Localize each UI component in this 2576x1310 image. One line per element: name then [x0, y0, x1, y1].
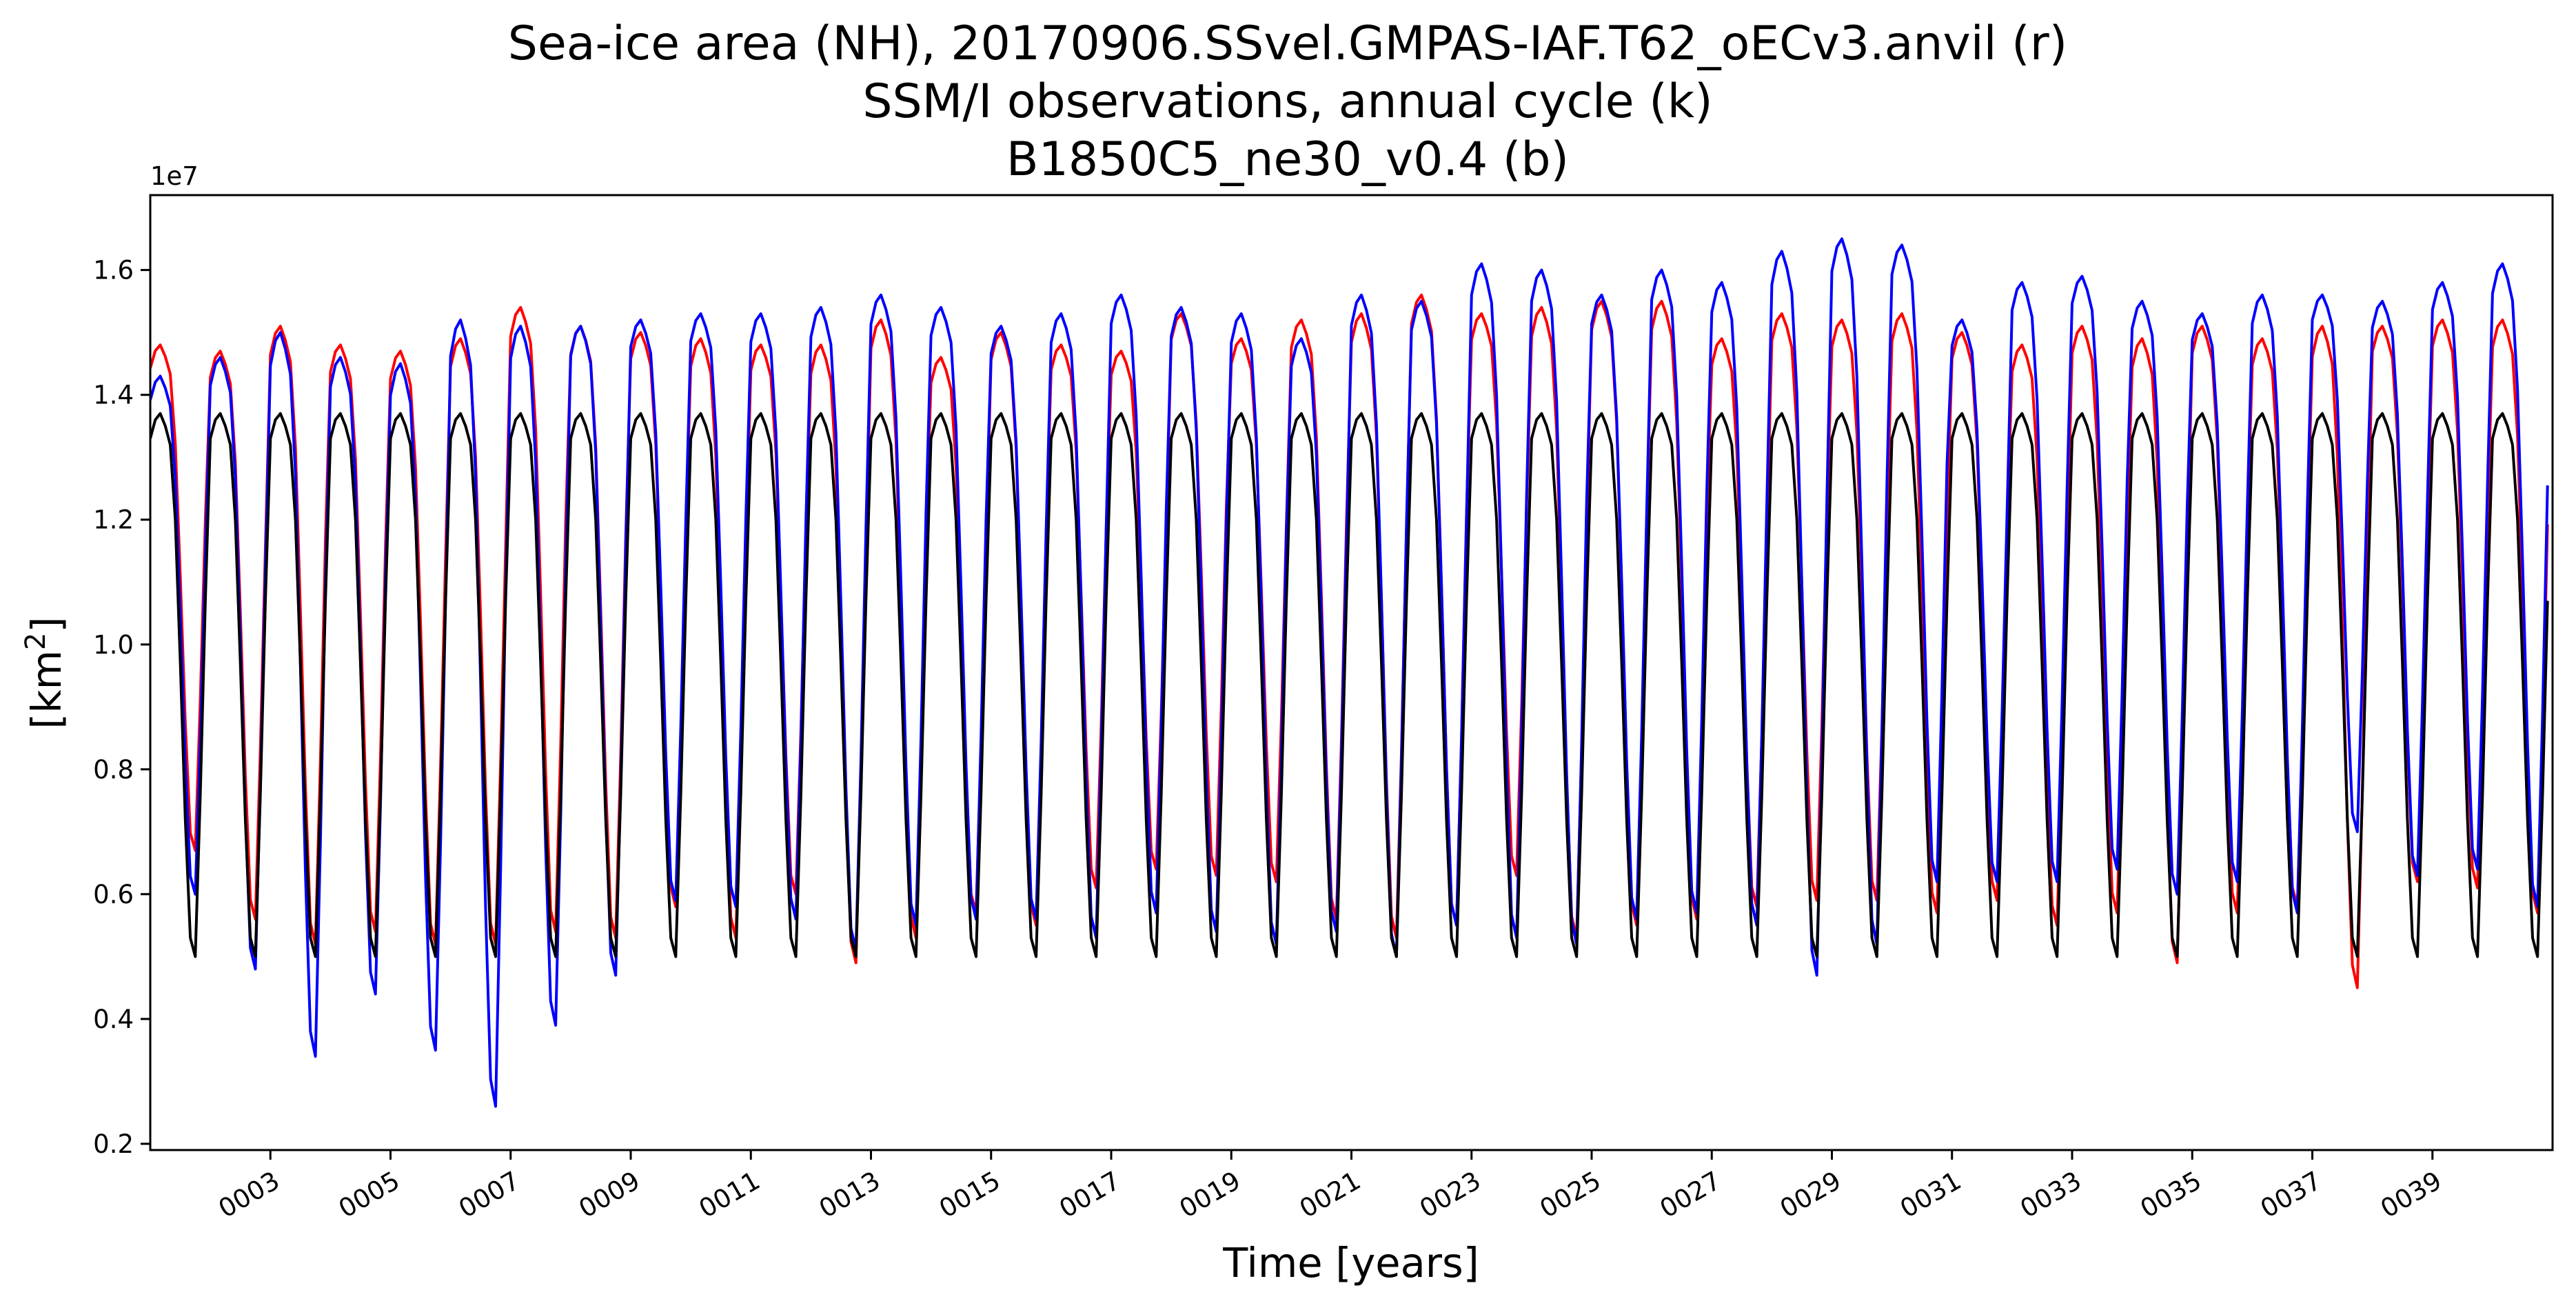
chart-title-line-2: SSM/I observations, annual cycle (k) [862, 74, 1712, 129]
y-tick-label: 1.4 [93, 381, 134, 410]
y-tick-label: 1.2 [93, 505, 134, 535]
y-tick-label: 0.2 [93, 1129, 134, 1159]
chart-title-line-3: B1850C5_ne30_v0.4 (b) [1006, 132, 1569, 187]
y-tick-label: 0.6 [93, 880, 134, 909]
plot-frame [149, 194, 2554, 1151]
chart-title-line-1: Sea-ice area (NH), 20170906.SSvel.GMPAS-… [508, 17, 2067, 71]
plot-area [150, 237, 2549, 1108]
y-axis-offset-text: 1e7 [150, 161, 199, 191]
y-tick-label: 1.0 [93, 630, 134, 660]
series-line-k [150, 412, 2549, 958]
series-line-b [150, 237, 2549, 1108]
y-tick-label: 1.6 [93, 256, 134, 285]
y-tick-label: 0.8 [93, 755, 134, 785]
y-axis-ticks: 0.2 0.4 0.6 0.8 1.0 1.2 1.4 1.6 [93, 256, 150, 1159]
y-axis-label: [km2] [20, 616, 70, 729]
x-axis-label: Time [years] [1222, 1239, 1479, 1287]
y-axis-label-end: ] [23, 616, 70, 632]
y-tick-label: 0.4 [93, 1005, 134, 1034]
y-axis-label-superscript: 2 [20, 632, 52, 649]
y-axis-label-main: [km [23, 650, 70, 729]
